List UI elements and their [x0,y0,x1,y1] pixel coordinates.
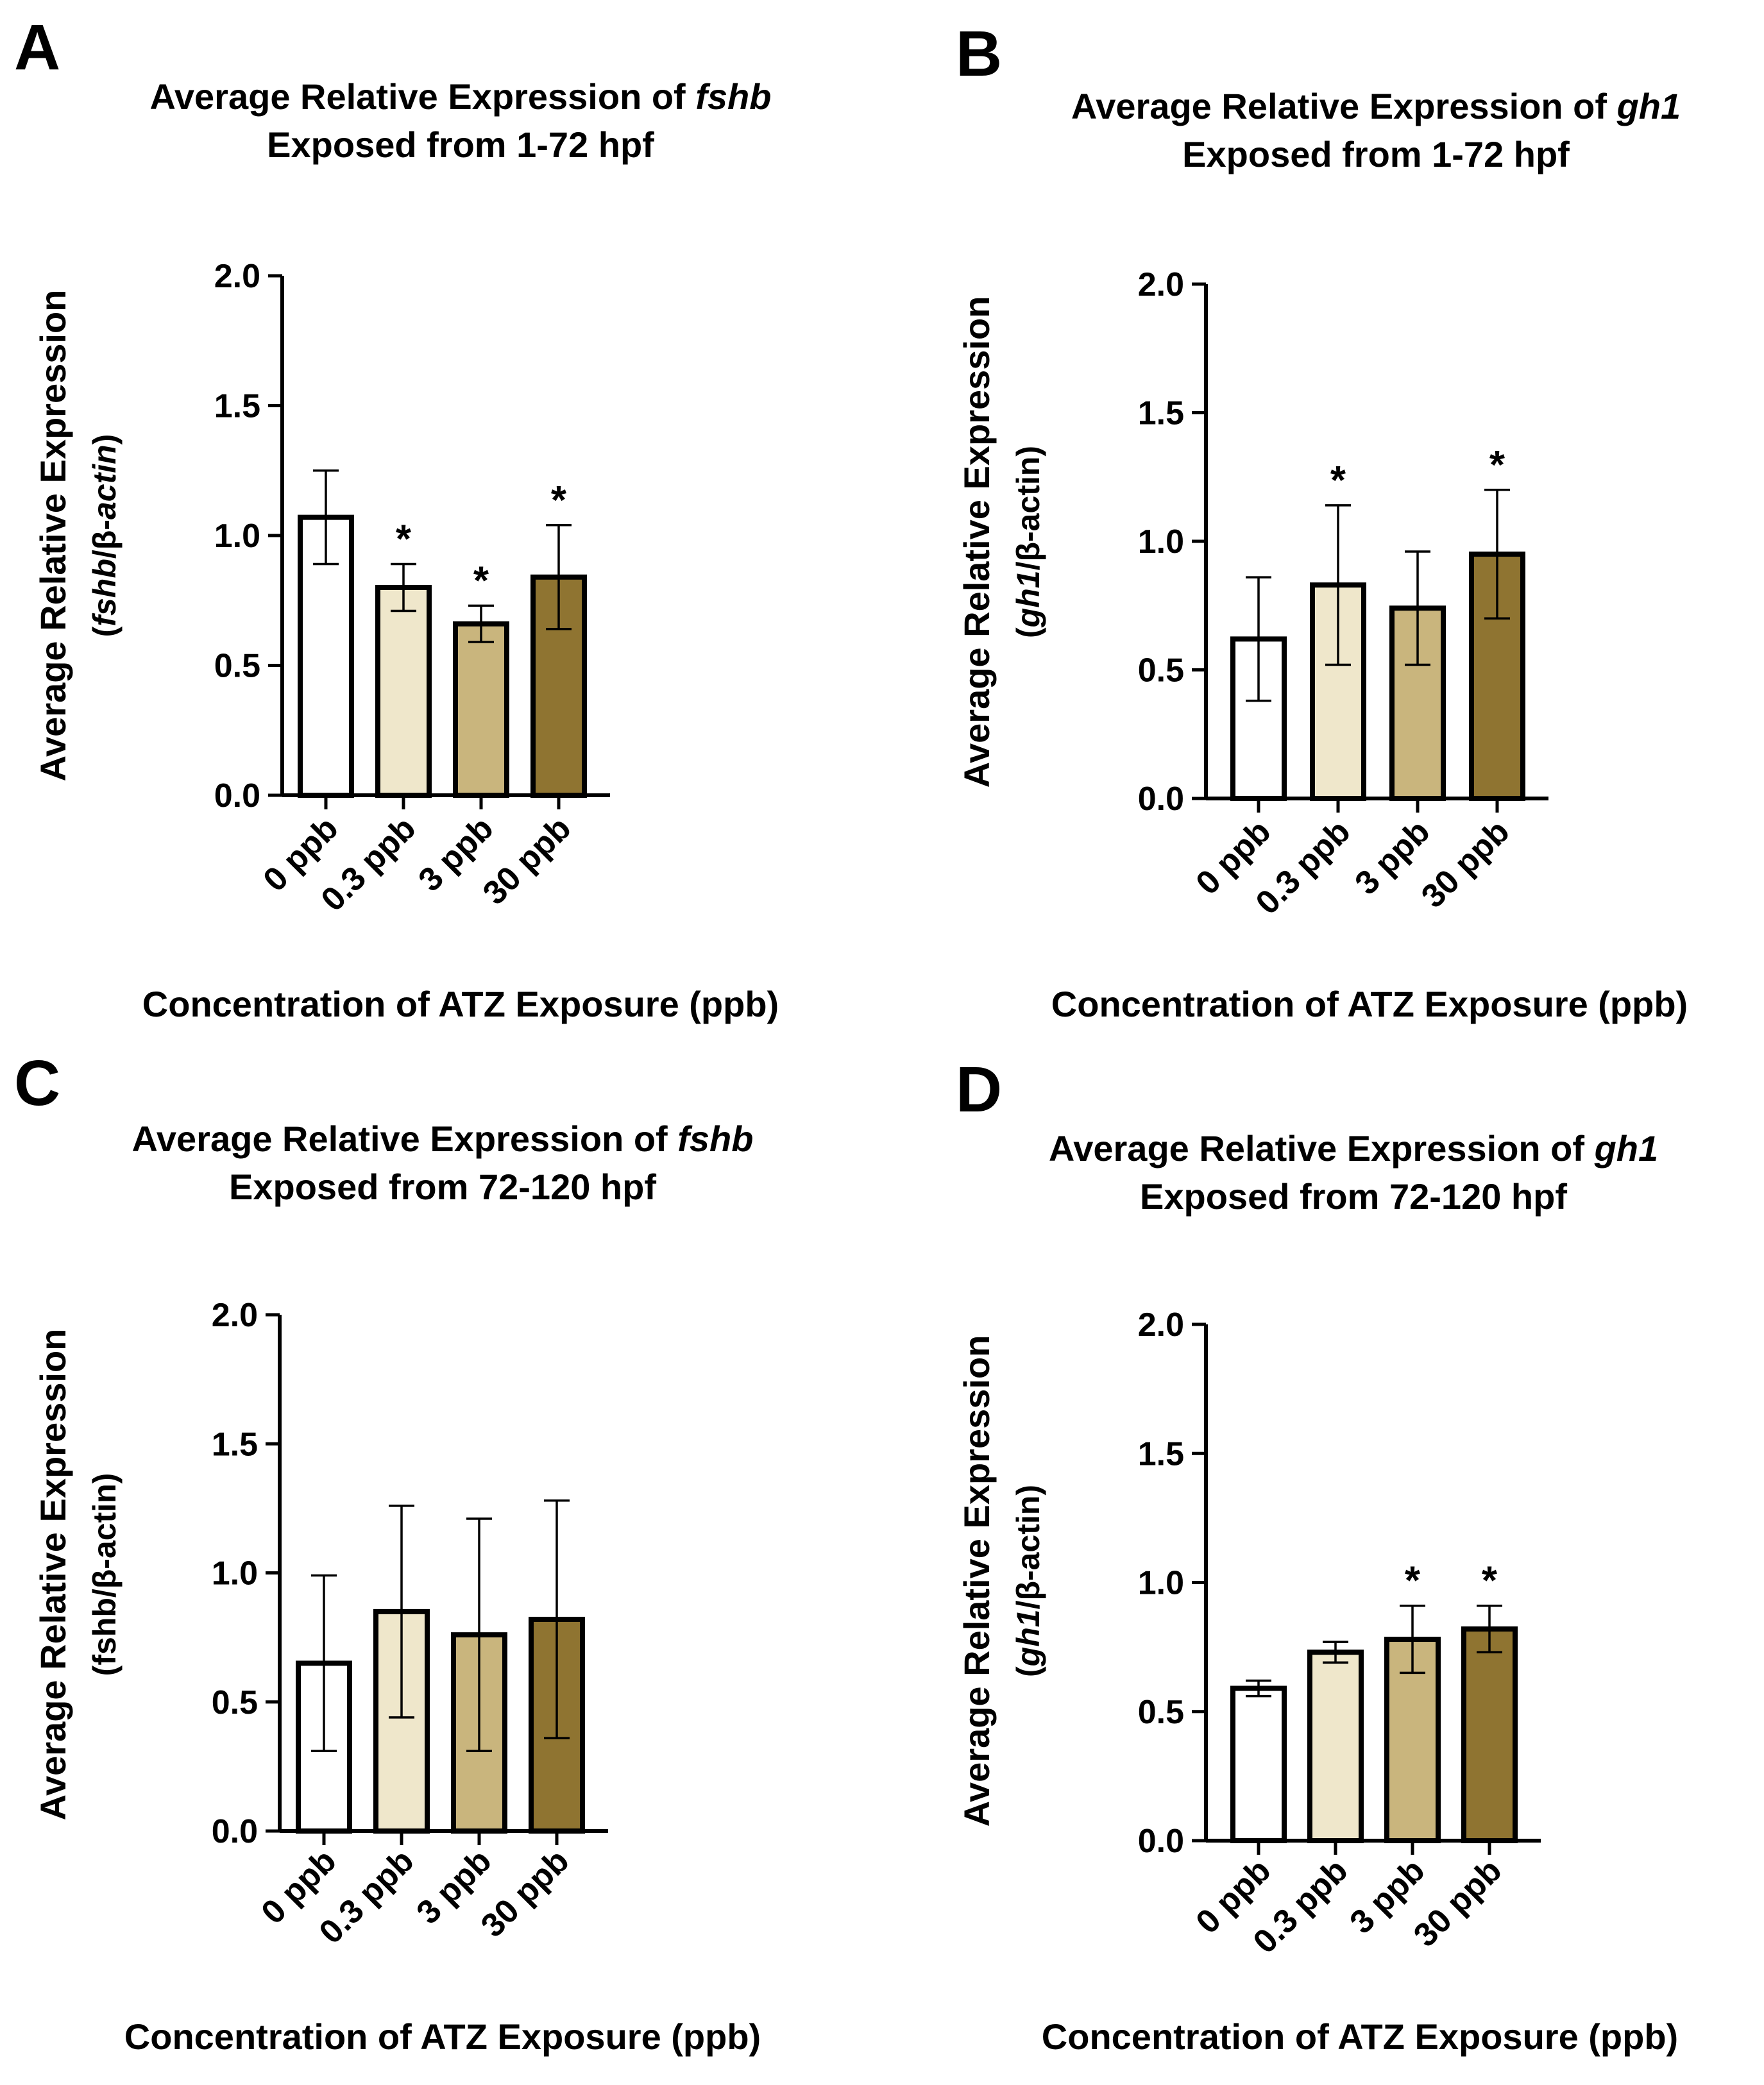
ylabel-gene: fshb [87,1598,123,1666]
y-axis-label-line2: (fshb/β-actin) [87,1473,123,1676]
chart-title-line1: Average Relative Expression of gh1 [1049,1128,1658,1169]
chart-title-line2: Exposed from 1-72 hpf [267,124,654,165]
ylabel-ref-gene: actin [1010,457,1046,532]
y-tick-label: 0.0 [214,777,260,815]
significance-marker: * [473,559,489,603]
ylabel-gene: gh1 [1010,570,1046,628]
bar [1230,1685,1287,1843]
x-tick-label: 30 ppb [476,809,579,912]
y-tick-label: 1.5 [214,388,260,425]
y-tick-label: 2.0 [214,258,260,295]
chart-title-line1: Average Relative Expression of fshb [132,1118,754,1159]
x-axis-label: Concentration of ATZ Exposure (ppb) [1051,984,1688,1024]
ylabel-ref-gene: actin [1010,1496,1046,1571]
y-tick-label: 0.0 [1138,1823,1184,1860]
chart-title-line2: Exposed from 72-120 hpf [1140,1176,1567,1217]
ylabel-close: ) [87,434,123,445]
significance-marker: * [396,518,412,562]
ylabel-open: ( [1010,627,1046,638]
y-tick-label: 1.0 [1138,523,1184,561]
y-tick-label: 1.5 [212,1426,258,1463]
significance-marker: * [551,478,567,523]
y-tick-label: 1.0 [214,518,260,555]
y-axis-label-line1: Average Relative Expression [956,1335,997,1827]
x-tick-label: 30 ppb [474,1842,577,1945]
ylabel-open: ( [87,1665,123,1676]
ylabel-open: ( [1010,1666,1046,1677]
y-tick-label: 0.5 [1138,652,1184,689]
y-tick-label: 1.0 [1138,1565,1184,1602]
title-prefix: Average Relative Expression of [150,76,696,117]
ylabel-ref-gene: actin [87,1483,123,1558]
chart-panel-a: A Average Relative Expression of fshb Expo… [14,12,779,1024]
chart-title-line2: Exposed from 72-120 hpf [229,1167,656,1207]
panel-label: A [14,12,60,83]
ylabel-ref: /β- [1010,531,1046,570]
y-axis-label-line1: Average Relative Expression [956,296,997,788]
chart-panel-c: C Average Relative Expression of fshb Expo… [14,1047,761,2057]
bar [453,621,509,798]
ylabel-close: ) [1010,1485,1046,1496]
significance-marker: * [1482,1559,1498,1603]
x-tick-label: 30 ppb [1407,1852,1509,1954]
bar [375,585,432,798]
y-axis-label-line2: (gh1/β-actin) [1010,446,1046,638]
panel-label: D [956,1054,1002,1126]
title-gene: fshb [677,1118,753,1159]
ylabel-gene: gh1 [1010,1609,1046,1667]
chart-title-line1: Average Relative Expression of fshb [150,76,772,117]
y-tick-label: 0.0 [1138,781,1184,818]
title-gene: fshb [695,76,771,117]
y-tick-label: 1.5 [1138,1435,1184,1473]
y-axis-label-line1: Average Relative Expression [33,290,73,782]
significance-marker: * [1489,443,1505,487]
title-prefix: Average Relative Expression of [1071,86,1617,126]
significance-marker: * [1330,459,1346,503]
y-tick-label: 0.5 [214,648,260,685]
y-tick-label: 2.0 [212,1297,258,1334]
y-tick-label: 1.5 [1138,395,1184,432]
chart-panel-d: D Average Relative Expression of gh1 Expos… [956,1054,1678,2057]
title-prefix: Average Relative Expression of [1049,1128,1595,1169]
bar [1461,1626,1518,1843]
ylabel-ref: /β- [1010,1570,1046,1609]
ylabel-ref: /β- [87,1558,123,1598]
y-tick-label: 0.0 [212,1813,258,1850]
y-axis-label-line2: (fshb/β-actin) [87,434,123,637]
ylabel-ref: /β- [87,519,123,559]
title-prefix: Average Relative Expression of [132,1118,678,1159]
y-tick-label: 2.0 [1138,1306,1184,1344]
x-axis-label: Concentration of ATZ Exposure (ppb) [124,2016,761,2057]
y-axis-label-line2: (gh1/β-actin) [1010,1485,1046,1677]
chart-panel-b: B Average Relative Expression of gh1 Expos… [956,18,1688,1024]
ylabel-close: ) [87,1473,123,1484]
bar [1307,1650,1364,1844]
panel-label: C [14,1047,60,1119]
y-tick-label: 0.5 [212,1684,258,1721]
ylabel-close: ) [1010,446,1046,457]
chart-title-line2: Exposed from 1-72 hpf [1182,134,1570,174]
ylabel-ref-gene: actin [87,444,123,519]
chart-title-line1: Average Relative Expression of gh1 [1071,86,1681,126]
x-axis-label: Concentration of ATZ Exposure (ppb) [1042,2016,1678,2057]
title-gene: gh1 [1616,86,1681,126]
ylabel-open: ( [87,626,123,637]
x-tick-label: 30 ppb [1414,813,1517,915]
ylabel-gene: fshb [87,559,123,627]
title-gene: gh1 [1594,1128,1659,1169]
panel-label: B [956,18,1002,90]
y-tick-label: 0.5 [1138,1694,1184,1731]
x-axis-label: Concentration of ATZ Exposure (ppb) [142,984,779,1024]
y-tick-label: 2.0 [1138,266,1184,303]
y-tick-label: 1.0 [212,1555,258,1592]
y-axis-label-line1: Average Relative Expression [33,1329,73,1821]
significance-marker: * [1405,1559,1421,1603]
